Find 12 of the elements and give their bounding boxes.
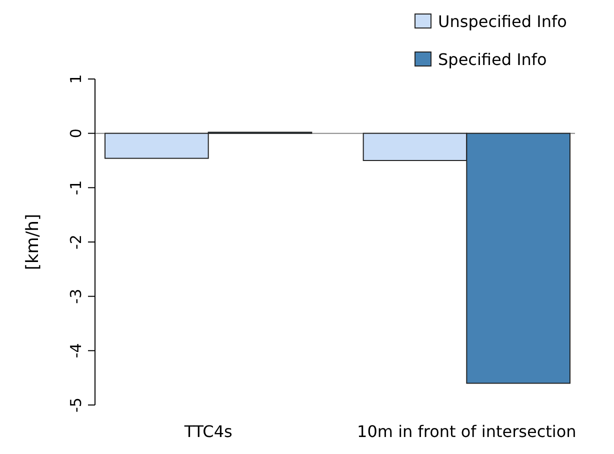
x-tick-label: TTC4s — [183, 422, 232, 441]
y-tick-label: -1 — [67, 180, 85, 196]
y-tick-label: -5 — [67, 398, 85, 412]
y-tick-label: 0 — [67, 128, 85, 138]
legend-label: Specified Info — [438, 50, 547, 69]
x-tick-label: 10m in front of intersection — [357, 422, 576, 441]
y-tick-label: -2 — [67, 234, 85, 250]
y-axis-title: [km/h] — [23, 214, 43, 270]
y-tick-label: -4 — [67, 343, 85, 358]
y-tick-label: -3 — [67, 288, 85, 304]
y-tick-label: 1 — [67, 74, 85, 84]
legend-label: Unspecified Info — [438, 12, 567, 31]
